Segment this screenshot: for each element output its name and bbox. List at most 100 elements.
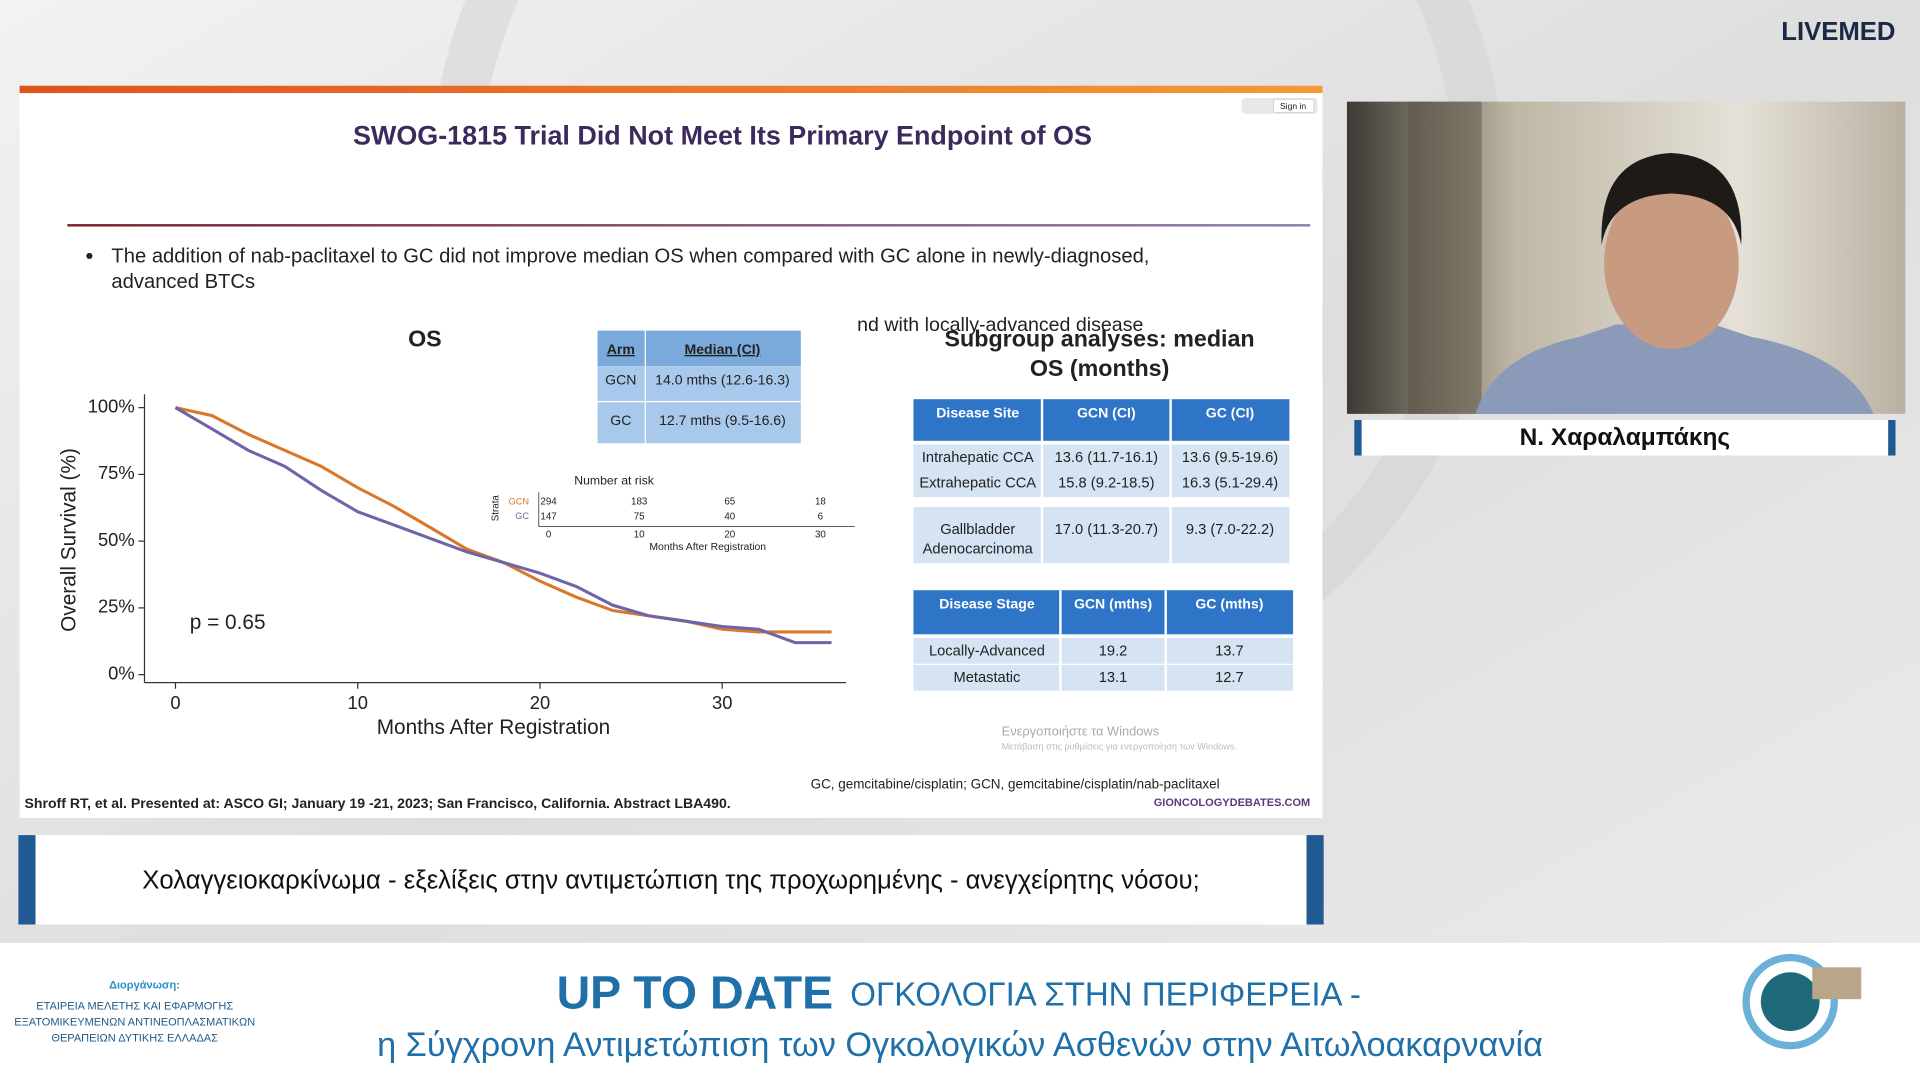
table-header-cell: Median (CI)	[685, 341, 761, 357]
table-cell: 13.1	[1099, 670, 1128, 686]
headline-rest: ΟΓΚΟΛΟΓΙΑ ΣΤΗΝ ΠΕΡΙΦΕΡΕΙΑ -	[850, 976, 1361, 1013]
risk-tick-label: 0	[546, 530, 552, 541]
table-cell: 12.7 mths (9.5-16.6)	[659, 412, 786, 428]
x-tick-label: 30	[712, 692, 732, 713]
emblem-ring	[1742, 953, 1838, 1050]
webcam-face	[1604, 177, 1739, 349]
table-cell: 13.7	[1215, 643, 1244, 659]
table-header	[597, 330, 801, 367]
risk-value: 18	[815, 497, 826, 508]
risk-value: 6	[818, 511, 824, 522]
risk-value: 147	[540, 511, 556, 522]
table-cell: 15.8 (9.2-18.5)	[1058, 476, 1154, 492]
table-header-cell: Disease Site	[936, 405, 1019, 421]
headline-bold: UP TO DATE	[557, 967, 834, 1019]
organizer-line: ΕΞΑΤΟΜΙΚΕΥΜΕΝΩΝ ΑΝΤΙΝΕΟΠΛΑΣΜΑΤΙΚΩΝ	[14, 1016, 255, 1028]
table-cell: 17.0 (11.3-20.7)	[1055, 522, 1158, 538]
table-cell: Locally-Advanced	[929, 643, 1045, 659]
table-cell: Gallbladder	[940, 522, 1015, 538]
annotation: p = 0.65	[190, 611, 266, 634]
risk-x-label: Months After Registration	[649, 542, 766, 553]
table-header-cell: GCN (CI)	[1077, 405, 1136, 421]
table-header-cell: Arm	[607, 341, 635, 357]
risk-strata: Strata	[491, 495, 502, 522]
topic-banner	[18, 835, 1324, 925]
table-cell: Intrahepatic CCA	[922, 450, 1034, 466]
slide-top-bar	[19, 85, 1323, 94]
table-cell: 13.6 (9.5-19.6)	[1182, 450, 1278, 466]
table-cell: 19.2	[1099, 643, 1128, 659]
table-row	[913, 637, 1294, 664]
risk-value: 65	[724, 497, 735, 508]
table-header-cell: GC (mths)	[1195, 596, 1263, 612]
risk-row-label: GCN	[509, 496, 529, 506]
name-bar-accent	[1354, 420, 1362, 456]
banner-text: Χολαγγειοκαρκίνωμα - εξελίξεις στην αντι…	[142, 866, 1199, 894]
table-cell: 13.6 (11.7-16.1)	[1055, 450, 1158, 466]
table-cell: 14.0 mths (12.6-16.3)	[655, 372, 790, 388]
table-header	[913, 590, 1294, 635]
x-tick-label: 0	[170, 692, 180, 713]
table-header-cell: GCN (mths)	[1074, 596, 1152, 612]
sign-in-button[interactable]	[1273, 98, 1315, 113]
risk-value: 75	[634, 511, 645, 522]
risk-tick-label: 20	[724, 530, 735, 541]
survival-curve	[174, 406, 832, 645]
emblem-building	[1812, 967, 1862, 1000]
risk-row-label: GC	[515, 511, 529, 521]
name-bar	[1354, 420, 1896, 456]
table-row	[913, 444, 1290, 471]
table-header-cell: GC (CI)	[1206, 405, 1254, 421]
bullet-line: advanced BTCs	[111, 271, 255, 293]
risk-value: 40	[724, 511, 735, 522]
x-tick-label: 20	[530, 692, 550, 713]
webcam-shirt	[1475, 324, 1874, 414]
table-cell: GC	[610, 412, 631, 428]
subline: η Σύγχρονη Αντιμετώπιση των Ογκολογικών …	[377, 1026, 1543, 1064]
organizer-label: Διοργάνωση:	[109, 980, 180, 992]
table-cell: 16.3 (5.1-29.4)	[1182, 476, 1278, 492]
x-axis-label: Months After Registration	[377, 716, 611, 739]
table-cell: Metastatic	[953, 670, 1020, 686]
table-row	[913, 506, 1290, 564]
watermark: Ενεργοποιήστε τα Windows	[1002, 724, 1160, 739]
name-bar-accent	[1888, 420, 1896, 456]
bullet-dot	[86, 252, 93, 259]
footnote: GC, gemcitabine/cisplatin; GCN, gemcitab…	[811, 776, 1220, 791]
risk-tick-label: 30	[815, 530, 826, 541]
table-cell: Extrahepatic CCA	[919, 476, 1036, 492]
subgroup-title: Subgroup analyses: median	[945, 326, 1255, 352]
slide-title: SWOG-1815 Trial Did Not Meet Its Primary…	[353, 120, 1092, 150]
sign-in[interactable]: Sign in	[1280, 101, 1306, 111]
banner-accent	[1306, 835, 1324, 925]
banner-accent	[18, 835, 36, 925]
organizer-line: ΕΤΑΙΡΕΙΑ ΜΕΛΕΤΗΣ ΚΑΙ ΕΦΑΡΜΟΓΗΣ	[36, 1000, 233, 1012]
emblem-center	[1760, 972, 1820, 1032]
subgroup-title: OS (months)	[1030, 355, 1170, 381]
y-tick-label: 75%	[98, 462, 135, 483]
table-cell: Adenocarcinoma	[923, 542, 1034, 558]
bullet-mark: The addition of nab-paclitaxel to GC did…	[111, 245, 1149, 267]
table-row	[913, 664, 1294, 691]
table-cell: GCN	[605, 372, 636, 388]
title-rule	[67, 224, 1311, 227]
headline: UP TO DATE ΟΓΚΟΛΟΓΙΑ ΣΤΗΝ ΠΕΡΙΦΕΡΕΙΑ -	[557, 967, 1361, 1019]
footer-emblem	[1742, 953, 1862, 1050]
table-header	[913, 399, 1290, 441]
risk-tick-label: 10	[634, 530, 645, 541]
organizer-line: ΘΕΡΑΠΕΙΩΝ ΔΥΤΙΚΗΣ ΕΛΛΑΔΑΣ	[51, 1032, 218, 1044]
y-axis-label: Overall Survival (%)	[57, 448, 80, 632]
speaker-name: Ν. Χαραλαμπάκης	[1520, 424, 1731, 451]
table-header-cell: Disease Stage	[939, 596, 1035, 612]
webcam	[1346, 101, 1906, 414]
risk-value: 183	[631, 497, 648, 508]
chart-title: OS	[408, 326, 442, 352]
overlap-text: nd with locally-advanced disease	[857, 314, 1143, 336]
logo: LIVEMED	[1781, 18, 1895, 46]
x-tick-label: 10	[348, 692, 368, 713]
y-tick-label: 25%	[98, 596, 135, 617]
risk-value: 294	[540, 497, 557, 508]
table-row	[913, 470, 1290, 498]
watermark: Μετάβαση στις ρυθμίσεις για ενεργοποίηση…	[1002, 741, 1237, 751]
